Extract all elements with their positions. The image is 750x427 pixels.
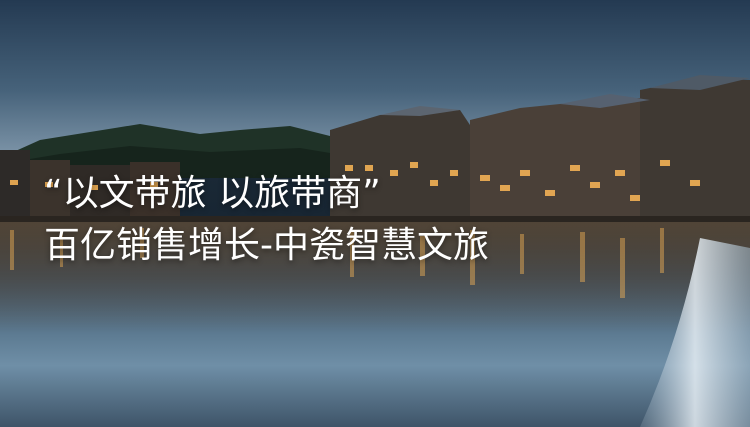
headline: “以文带旅 以旅带商” 百亿销售增长-中瓷智慧文旅 (44, 168, 684, 272)
town-reflection (0, 222, 750, 332)
waterfall-weir (640, 238, 750, 427)
headline-line-1: “以文带旅 以旅带商” (44, 173, 381, 214)
headline-line-2: 百亿销售增长-中瓷智慧文旅 (44, 225, 489, 266)
